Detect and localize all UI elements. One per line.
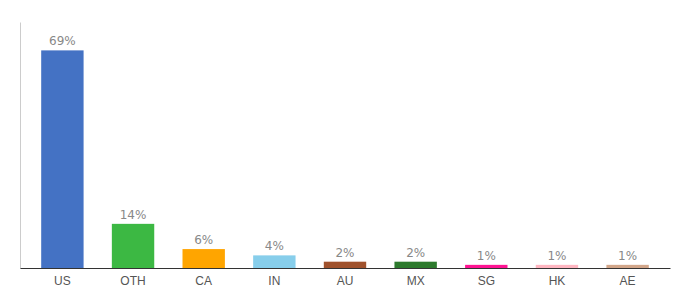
- y-axis: [20, 23, 21, 269]
- y-axis-line: [20, 23, 21, 269]
- bar: [536, 265, 578, 268]
- x-tick-label: US: [54, 274, 71, 288]
- bars: [41, 50, 649, 268]
- x-tick-label: CA: [195, 274, 212, 288]
- x-tick: AU: [337, 268, 354, 288]
- bar: [394, 262, 436, 268]
- data-label: 69%: [49, 34, 76, 48]
- x-tick: HK: [549, 268, 566, 288]
- x-tick-label: AE: [620, 274, 636, 288]
- x-tick: MX: [407, 268, 425, 288]
- x-tick-label: MX: [407, 274, 425, 288]
- x-tick: IN: [268, 268, 280, 288]
- bar: [112, 224, 154, 268]
- x-tick-label: SG: [478, 274, 495, 288]
- data-label: 1%: [618, 249, 637, 263]
- data-label: 2%: [335, 246, 354, 260]
- bar: [183, 249, 225, 268]
- data-label: 14%: [120, 208, 147, 222]
- data-labels: 69% 14% 6% 4% 2% 2% 1% 1% 1%: [49, 34, 637, 262]
- x-tick-label: IN: [268, 274, 280, 288]
- bar: [465, 265, 507, 268]
- bar: [41, 50, 83, 268]
- x-tick: SG: [478, 268, 495, 288]
- x-tick: OTH: [120, 268, 145, 288]
- x-tick-label: AU: [337, 274, 354, 288]
- chart: US OTH CA IN AU MX SG HK AE 69% 14% 6% 4% 2% 2% 1% 1% 1%: [0, 0, 680, 300]
- bar: [324, 262, 366, 268]
- bar: [253, 255, 295, 268]
- x-tick-label: HK: [549, 274, 566, 288]
- x-axis-line: [21, 268, 671, 269]
- bar: [606, 265, 648, 268]
- data-label: 1%: [547, 249, 566, 263]
- plot: US OTH CA IN AU MX SG HK AE 69% 14% 6% 4% 2% 2% 1% 1% 1%: [21, 23, 671, 288]
- data-label: 2%: [406, 246, 425, 260]
- data-label: 4%: [265, 239, 284, 253]
- x-axis: US OTH CA IN AU MX SG HK AE: [21, 268, 671, 288]
- data-label: 6%: [194, 233, 213, 247]
- x-tick: AE: [620, 268, 636, 288]
- x-tick: US: [54, 268, 71, 288]
- x-tick: CA: [195, 268, 212, 288]
- data-label: 1%: [477, 249, 496, 263]
- x-tick-label: OTH: [120, 274, 145, 288]
